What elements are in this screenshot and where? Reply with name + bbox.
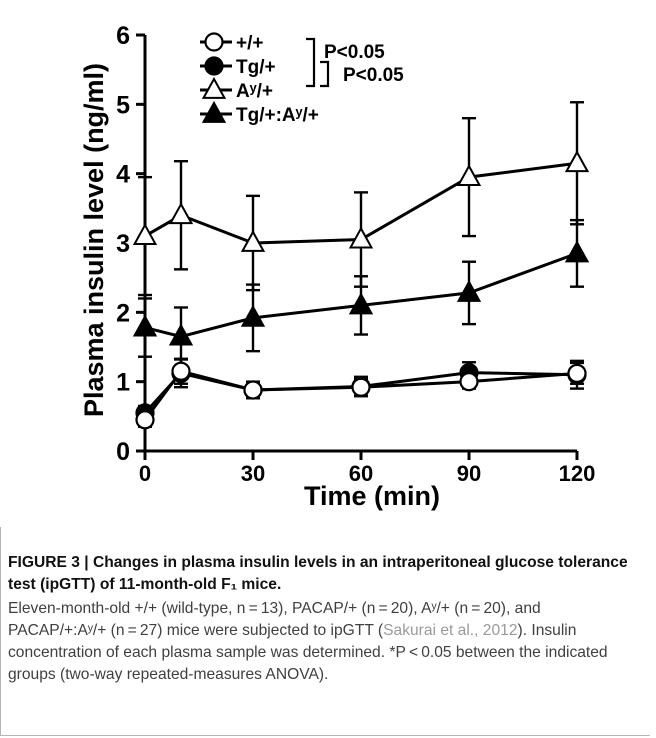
legend-marker [204, 32, 224, 52]
series-0 [135, 357, 587, 430]
caption-body-part-2: ). Insulin concentration of each plasma … [8, 622, 608, 683]
data-point [171, 361, 191, 381]
legend: +/+ Tg/+ Aʸ/+ Tg/+:Aʸ/+ [200, 32, 319, 126]
bracket-2 [320, 60, 330, 88]
legend-marker [201, 76, 227, 99]
y-tick-label: 6 [116, 22, 130, 50]
x-tick-label: 90 [457, 461, 481, 486]
x-tick-label: 120 [559, 461, 596, 486]
x-axis-label: Time (min) [304, 481, 440, 511]
data-point [240, 229, 266, 252]
x-tick-label: 30 [241, 461, 265, 486]
data-point [348, 226, 374, 249]
caption-title: FIGURE 3 | Changes in plasma insulin lev… [8, 554, 628, 593]
insulin-line-chart: 0 1 2 3 4 5 6 0 30 60 90 120 Plasma insulin level … [79, 22, 595, 511]
y-tick-label: 5 [116, 91, 130, 119]
legend-entry-3: Tg/+:Aʸ/+ [200, 100, 319, 126]
legend-entry-0: +/+ [200, 32, 263, 54]
citation-link[interactable]: Sakurai et al., 2012 [383, 622, 518, 639]
data-series [132, 101, 590, 430]
x-axis-ticks: 0 30 60 90 120 [139, 451, 595, 486]
x-tick-label: 0 [139, 461, 151, 486]
legend-marker [204, 56, 224, 76]
legend-label: Tg/+:Aʸ/+ [236, 105, 319, 126]
significance-brackets: P<0.05P<0.05 [306, 37, 404, 88]
y-tick-label: 0 [116, 438, 130, 466]
data-point [564, 240, 590, 263]
y-tick-label: 2 [116, 299, 130, 327]
data-point [168, 323, 194, 346]
bracket-1 [306, 37, 316, 88]
data-point [240, 304, 266, 327]
y-tick-label: 4 [116, 161, 130, 189]
data-point [456, 164, 482, 187]
series-2 [132, 101, 590, 297]
series-line [143, 369, 578, 421]
data-point [132, 314, 158, 337]
data-point [459, 372, 479, 392]
y-axis-label: Plasma insulin level (ng/ml) [79, 63, 109, 417]
data-point [135, 410, 155, 430]
p-value-label-2: P<0.05 [343, 65, 404, 86]
y-tick-label: 1 [116, 369, 130, 397]
y-axis-ticks: 0 1 2 3 4 5 6 [116, 22, 145, 466]
legend-label: +/+ [236, 33, 263, 54]
legend-marker [201, 100, 227, 123]
data-point [168, 202, 194, 225]
data-point [564, 150, 590, 173]
data-point [351, 377, 371, 397]
x-tick-label: 60 [349, 461, 373, 486]
legend-label: Tg/+ [236, 57, 276, 78]
p-value-label-1: P<0.05 [324, 42, 385, 63]
legend-label: Aʸ/+ [236, 81, 273, 102]
figure-caption: FIGURE 3 | Changes in plasma insulin lev… [0, 527, 650, 736]
data-point [348, 292, 374, 315]
caption-body: Eleven-month-old +/+ (wild-type, n = 13)… [8, 598, 640, 686]
data-point [456, 279, 482, 302]
legend-entry-1: Tg/+ [200, 56, 276, 78]
caption-body-part-1: Eleven-month-old +/+ (wild-type, n = 13)… [8, 600, 541, 639]
y-tick-label: 3 [116, 230, 130, 258]
data-point [243, 380, 263, 400]
data-point [567, 363, 587, 383]
legend-entry-2: Aʸ/+ [200, 76, 273, 102]
data-point [132, 222, 158, 245]
